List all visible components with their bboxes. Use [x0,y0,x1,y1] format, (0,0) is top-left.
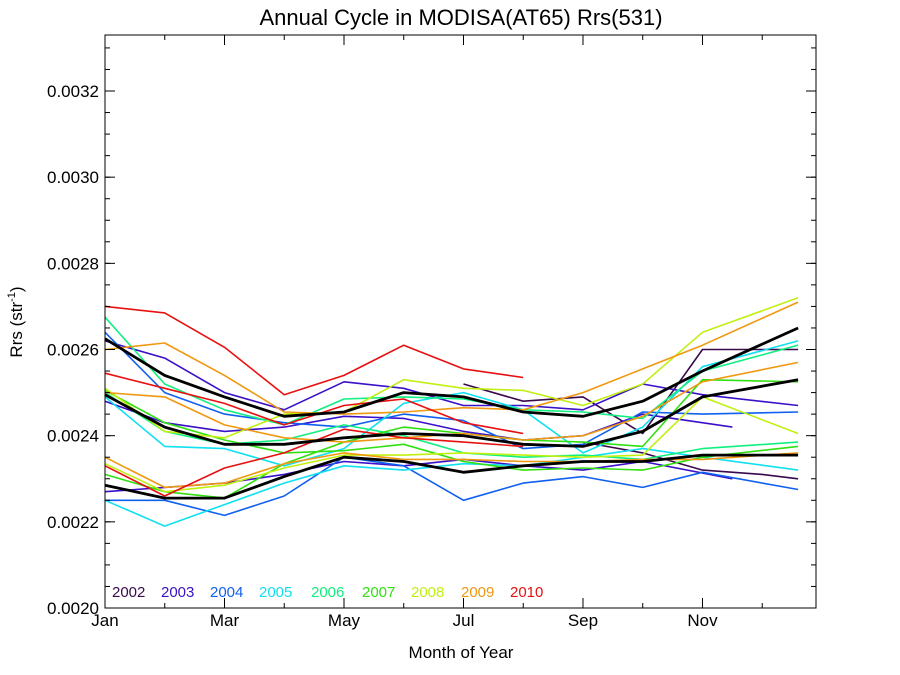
legend-item-2010: 2010 [510,584,543,601]
y-axis-label-close: ) [7,286,26,292]
series-line [104,331,799,450]
legend-item-2002: 2002 [112,584,145,601]
x-tick-label: Jan [91,611,118,630]
y-tick-label: 0.0032 [47,82,99,101]
series-line [104,340,799,411]
tick-labels: Jan Mar May Jul Sep Nov 0.0020 0.0022 0.0024 0.00… [47,82,718,630]
series-line [104,453,799,500]
x-tick-label: Jul [453,611,475,630]
y-tick-label: 0.0020 [47,599,99,618]
y-tick-label: 0.0026 [47,341,99,360]
x-tick-label: Sep [568,611,598,630]
legend-item-2006: 2006 [311,584,344,601]
series-line [104,297,799,439]
legend-item-2009: 2009 [461,584,494,601]
y-axis-label-main: Rrs (str [7,302,26,358]
axis-ticks [104,35,816,609]
series-line [104,378,799,448]
legend-item-2008: 2008 [411,584,444,601]
legend-item-2004: 2004 [210,584,243,601]
y-tick-label: 0.0024 [47,427,99,446]
legend-item-2005: 2005 [259,584,292,601]
series-line [104,396,799,493]
y-tick-label: 0.0028 [47,254,99,273]
chart-title: Annual Cycle in MODISA(AT65) Rrs(531) [259,5,662,30]
y-axis-label: Rrs (str-1) [6,286,26,357]
series-line [104,326,799,418]
legend-item-2007: 2007 [362,584,395,601]
series-line [104,301,799,415]
y-tick-label: 0.0022 [47,513,99,532]
x-tick-label: Mar [210,611,240,630]
x-tick-label: Nov [687,611,718,630]
y-axis-label-exponent: -1 [6,292,18,302]
legend: 2002 2003 2004 2005 2006 2007 2008 2009 2010 [112,584,543,601]
plot-lines [104,297,799,527]
series-line [104,305,524,396]
y-tick-label: 0.0030 [47,168,99,187]
x-tick-label: May [328,611,361,630]
legend-item-2003: 2003 [161,584,194,601]
series-line [582,441,799,480]
series-line [105,456,799,517]
plot-frame [104,34,817,609]
x-axis-label: Month of Year [409,643,514,662]
